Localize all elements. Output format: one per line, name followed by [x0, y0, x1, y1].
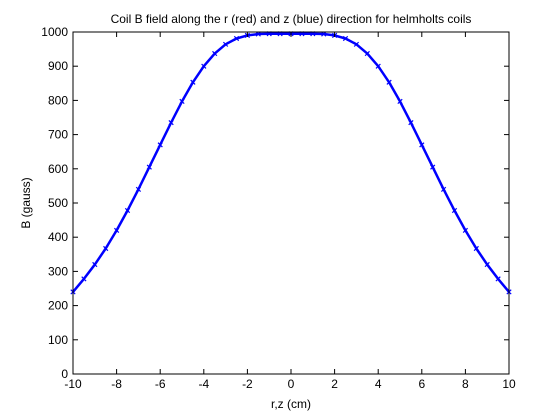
data-point-marker [157, 142, 163, 148]
data-point-marker [113, 227, 120, 233]
x-axis-label: r,z (cm) [271, 397, 311, 411]
data-point-marker [103, 245, 109, 252]
data-point-marker [495, 276, 501, 282]
data-point-marker [190, 79, 196, 85]
x-tick-label: -6 [155, 377, 166, 391]
data-point-marker [255, 31, 261, 37]
y-tick-label: 800 [48, 93, 68, 107]
y-tick-label: 0 [61, 367, 68, 381]
data-point-marker [92, 261, 98, 268]
x-tick-label: -4 [198, 377, 209, 391]
data-point-marker [364, 50, 370, 57]
data-point-marker [397, 98, 403, 105]
x-tick-label: 4 [375, 377, 382, 391]
y-tick-label: 900 [48, 59, 68, 73]
y-tick-label: 700 [48, 128, 68, 142]
x-tick-label: -8 [111, 377, 122, 391]
x-tick-label: 6 [418, 377, 425, 391]
data-point-marker [440, 186, 447, 192]
x-tick-label: 2 [331, 377, 338, 391]
axes-background [73, 32, 509, 374]
data-point-marker [353, 41, 360, 47]
y-tick-label: 600 [48, 162, 68, 176]
data-point-marker [473, 245, 479, 252]
ticks-layer: -10 -8 -6 -4 -2 0 2 4 6 8 100100200300400500600700… [41, 25, 516, 391]
data-point-marker [124, 207, 131, 214]
data-point-marker [462, 227, 469, 233]
data-point-marker [222, 41, 229, 47]
x-tick-label: -2 [242, 377, 253, 391]
data-point-marker [430, 164, 436, 170]
x-tick-label: -10 [64, 377, 82, 391]
x-tick-label: 0 [288, 377, 295, 391]
data-point-marker [408, 120, 414, 126]
chart-title: Coil B field along the r (red) and z (bl… [111, 12, 472, 26]
data-point-marker [135, 186, 142, 192]
data-point-marker [484, 261, 490, 268]
data-point-marker [451, 207, 458, 214]
data-point-marker [81, 276, 87, 282]
data-point-marker [212, 50, 218, 57]
data-point-marker [233, 35, 240, 42]
y-tick-label: 400 [48, 230, 68, 244]
y-tick-label: 300 [48, 264, 68, 278]
x-tick-label: 8 [462, 377, 469, 391]
data-point-marker [201, 63, 207, 69]
y-axis-label: B (gauss) [19, 177, 33, 228]
x-tick-label: 10 [502, 377, 516, 391]
data-point-marker [321, 31, 327, 37]
data-point-marker [168, 120, 174, 126]
y-tick-label: 200 [48, 299, 68, 313]
data-point-marker [342, 35, 349, 42]
y-tick-label: 500 [48, 196, 68, 210]
data-point-marker [179, 98, 185, 105]
data-point-marker [419, 142, 425, 148]
data-point-marker [146, 164, 152, 170]
data-point-marker [386, 79, 392, 85]
y-tick-label: 100 [48, 333, 68, 347]
y-tick-label: 1000 [41, 25, 68, 39]
data-point-marker [375, 63, 381, 69]
